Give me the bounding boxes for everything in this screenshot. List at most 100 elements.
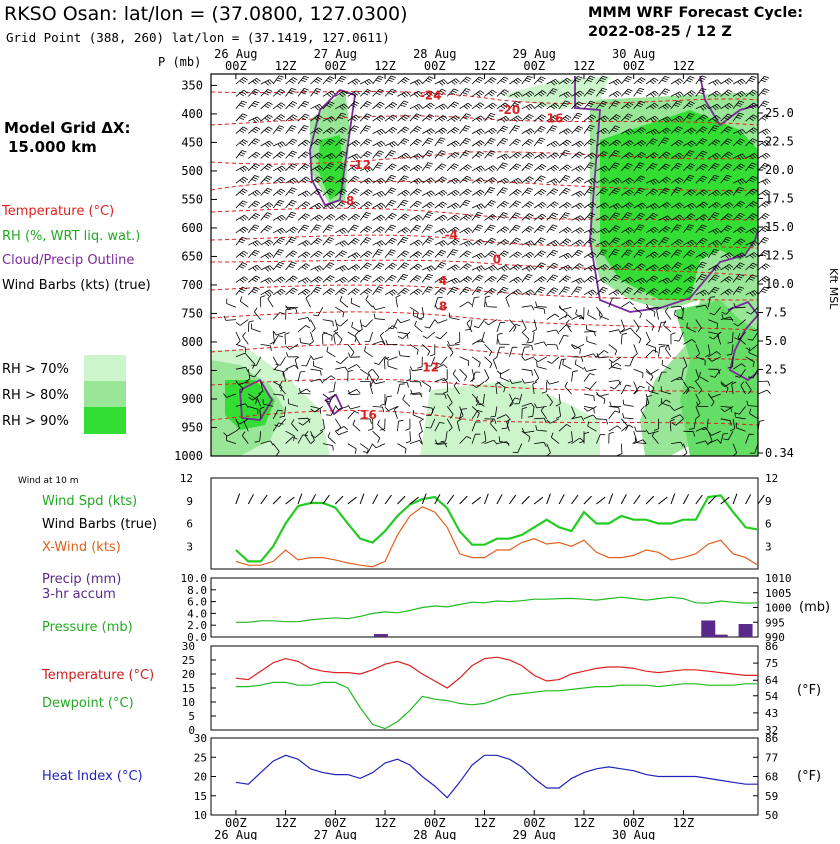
wind-barb xyxy=(285,305,299,311)
wind-barb xyxy=(645,152,659,159)
wind-barb xyxy=(471,203,485,210)
wind-barb xyxy=(248,163,260,172)
wind-barb xyxy=(384,163,397,172)
wind-barb xyxy=(558,100,571,110)
wind-barb xyxy=(397,91,411,98)
wind-barb xyxy=(708,79,721,86)
bottom-time-label: 12Z xyxy=(673,816,695,830)
wind-barb xyxy=(490,419,498,432)
wind-barb xyxy=(326,406,336,416)
wind-barb xyxy=(533,369,540,382)
wind-barb-10m xyxy=(745,494,752,505)
wind-barb xyxy=(258,381,264,395)
wind-series xyxy=(235,493,765,568)
wind-barb xyxy=(335,306,345,318)
wind-barb xyxy=(475,396,485,407)
wind-barb xyxy=(260,163,273,172)
height-label: 10.0 xyxy=(765,277,794,291)
bottom-time-axis: 00Z 12Z 00Z 12Z 00Z 12Z 00Z 12Z 00Z 12Z 26 Aug 27 A… xyxy=(214,810,695,842)
wind-barb xyxy=(248,138,260,147)
wind-barb xyxy=(683,127,696,135)
wind-barb xyxy=(484,214,497,221)
wind-barb-10m xyxy=(359,493,365,505)
wind-barb xyxy=(322,237,335,246)
wind-barb xyxy=(732,112,744,122)
wind-barb xyxy=(322,224,334,234)
wind-barb xyxy=(575,309,585,320)
wind-barb xyxy=(621,418,629,431)
wind-barb xyxy=(720,174,732,184)
wind-barb xyxy=(409,251,423,258)
wind-barb xyxy=(596,391,609,397)
wind-barb xyxy=(442,369,448,382)
wind-barb xyxy=(310,165,324,172)
wind-barb xyxy=(757,213,770,221)
wind-barb xyxy=(422,331,436,339)
wind-barb xyxy=(633,212,646,221)
wind-barb xyxy=(533,225,546,234)
wind-barb xyxy=(658,264,672,271)
wind-barb xyxy=(737,333,746,345)
precip-pressure-frame xyxy=(210,577,759,638)
wind-barb xyxy=(621,177,634,185)
wind-barb xyxy=(596,434,606,444)
pressure-level-label: 950 xyxy=(181,420,203,434)
wind-barb xyxy=(459,164,472,172)
wind-barb xyxy=(328,381,336,393)
wind-barb xyxy=(409,113,422,122)
wind-barb xyxy=(745,381,752,395)
wind-barb xyxy=(419,418,425,432)
wind-barb xyxy=(727,356,734,369)
wind-barb-10m xyxy=(558,494,565,505)
wind-barb xyxy=(347,288,360,296)
wind-barb xyxy=(534,417,547,423)
temperature-contour-label: 8 xyxy=(439,300,447,314)
wind-barb xyxy=(521,407,528,419)
wind-barb xyxy=(720,138,733,147)
wind-barb xyxy=(247,224,260,234)
wind-barb xyxy=(645,368,659,375)
wind-barb xyxy=(608,78,622,86)
wind-barb xyxy=(272,261,285,271)
wind-barb xyxy=(409,200,422,209)
time-tick-label: 12Z xyxy=(374,59,396,73)
wind-barb xyxy=(324,393,336,403)
hi-ytick-label: 15 xyxy=(194,790,207,803)
wind-barb xyxy=(720,381,734,387)
wind-panel: Wind at 10 m Wind Spd (kts) Wind Barbs (… xyxy=(18,472,778,570)
wind-barb xyxy=(571,90,585,98)
wind-barb xyxy=(397,262,410,271)
wind-barb xyxy=(608,344,618,356)
wind-barb xyxy=(285,138,298,147)
wind-barb xyxy=(748,347,759,358)
wind-barb xyxy=(633,344,638,358)
wind-barb xyxy=(558,149,570,159)
wind-barb xyxy=(633,87,645,97)
pressure-ytick-label: 990 xyxy=(765,631,785,644)
wind-barb xyxy=(347,344,355,357)
wind-barb xyxy=(297,139,311,147)
wind-barb xyxy=(397,236,409,246)
wind-barb xyxy=(708,356,721,362)
wind-barb xyxy=(484,237,497,246)
wind-barb xyxy=(670,332,676,345)
wind-barb xyxy=(645,203,659,210)
wind-barb xyxy=(708,351,721,358)
wind-barb xyxy=(310,286,322,296)
wind-barb xyxy=(434,276,448,283)
wind-barb xyxy=(555,393,561,407)
wind-barb xyxy=(272,335,283,345)
wind-barb xyxy=(446,214,460,222)
wind-barb-10m xyxy=(583,495,592,505)
wind-barb xyxy=(533,237,546,246)
wind-barb xyxy=(509,177,523,185)
wind-barb xyxy=(621,113,633,122)
wind-barb xyxy=(347,101,360,110)
pressure-label: Pressure (mb) xyxy=(42,620,133,635)
wind-barb xyxy=(272,288,286,296)
heat-index-line xyxy=(235,754,758,799)
wind-barb xyxy=(235,380,249,386)
wind-barb xyxy=(707,125,720,134)
wind-barb xyxy=(272,199,285,209)
wind-barb xyxy=(512,443,523,454)
